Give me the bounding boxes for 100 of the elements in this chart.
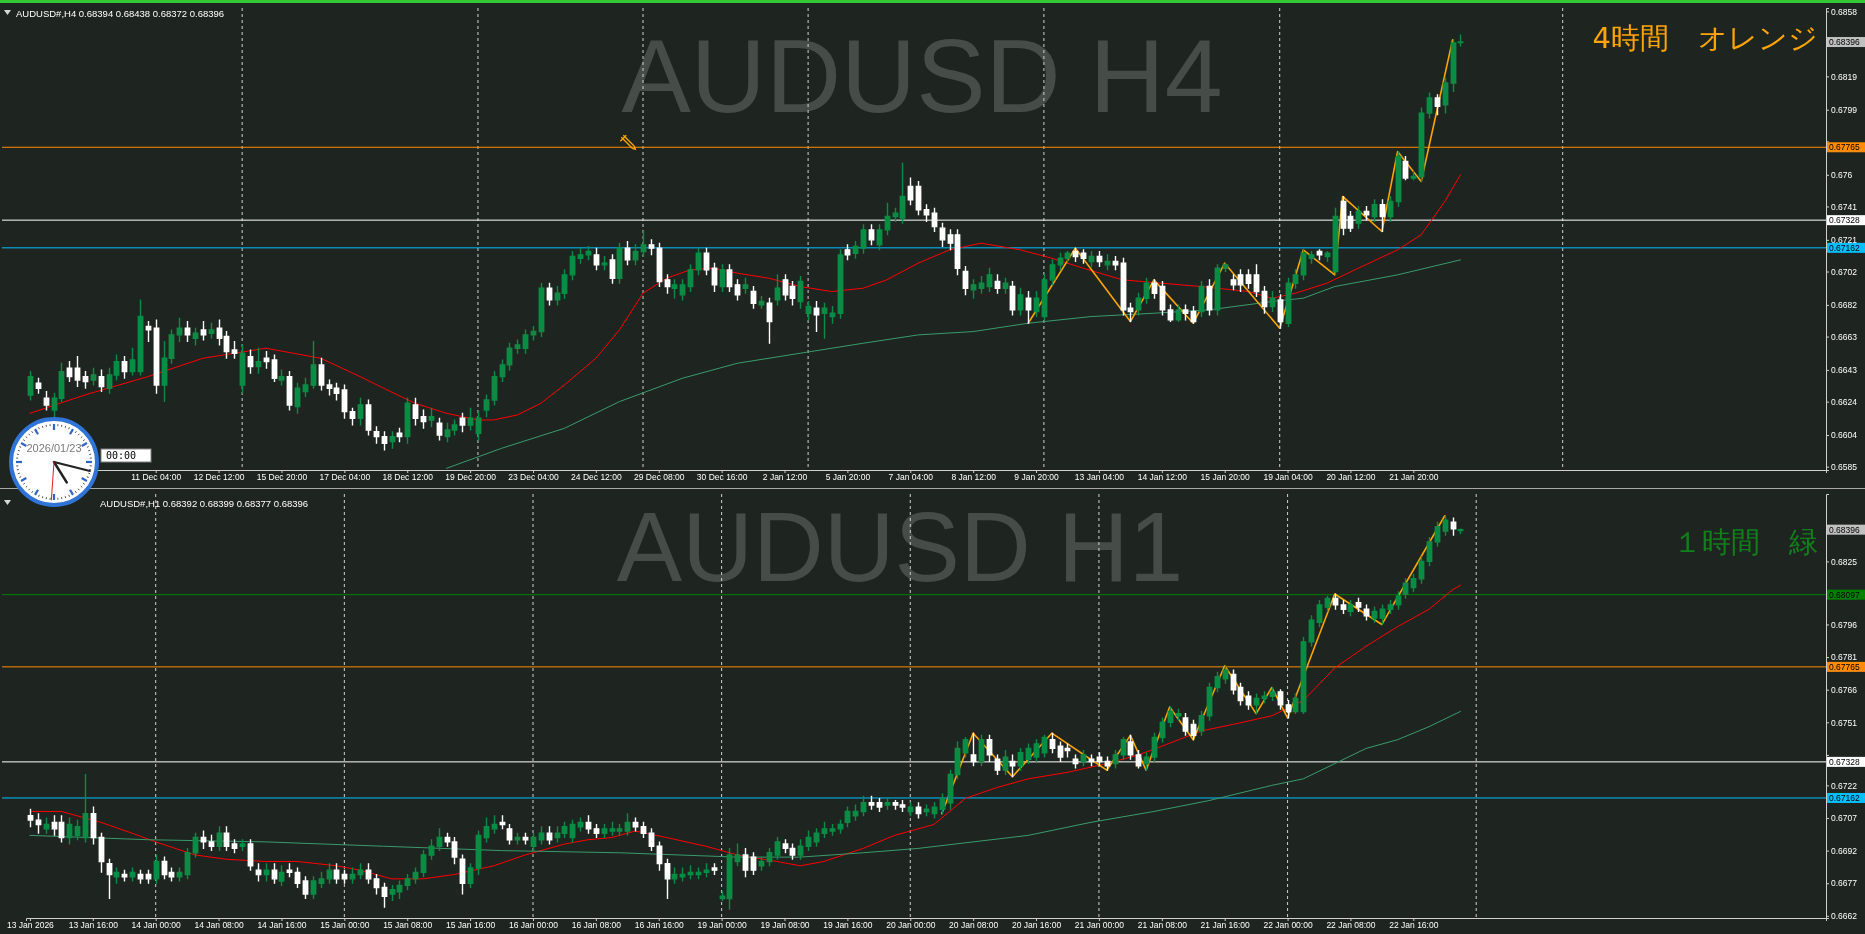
candlestick	[593, 823, 600, 839]
candlestick	[381, 430, 388, 452]
candlestick	[412, 866, 419, 885]
candlestick	[892, 799, 899, 811]
candlestick	[1269, 686, 1276, 702]
candlestick	[907, 801, 914, 818]
candlestick	[884, 201, 891, 237]
x-tick-label: 13 Jan 16:00	[68, 920, 119, 931]
x-tick-label: 22 Jan 00:00	[1263, 920, 1313, 931]
candlestick	[1064, 742, 1071, 759]
candlestick	[35, 812, 42, 835]
candlestick	[561, 268, 568, 300]
x-tick-label: 16 Jan 00:00	[508, 920, 559, 931]
candlestick	[27, 370, 34, 402]
candlestick	[1277, 688, 1284, 711]
candlestick	[734, 842, 741, 868]
candlestick	[1009, 280, 1016, 317]
y-tick-label: 0.6604	[1831, 430, 1858, 441]
annotation: 4時間 オレンジ	[1592, 21, 1818, 55]
candlestick	[113, 866, 120, 885]
x-tick-label: 14 Jan 16:00	[257, 920, 307, 931]
candlestick	[1300, 248, 1307, 282]
candlestick	[601, 255, 608, 272]
candlestick	[420, 849, 427, 878]
y-tick-label: 0.6722	[1831, 780, 1858, 791]
candlestick	[1017, 287, 1024, 317]
candlestick	[1355, 597, 1362, 613]
candlestick	[986, 266, 993, 293]
candlestick	[98, 832, 105, 874]
candlestick	[1151, 278, 1158, 300]
candlestick	[51, 392, 58, 420]
candlestick	[1112, 255, 1119, 272]
candlestick	[106, 858, 113, 900]
y-tick-label: 0.6741	[1831, 201, 1858, 212]
x-tick-label: 17 Dec 04:00	[319, 472, 371, 483]
candlestick	[868, 223, 875, 247]
candlestick	[766, 297, 773, 345]
candlestick	[1175, 708, 1182, 722]
candlestick	[1143, 751, 1150, 772]
ref-line-label: 0.67765	[1829, 142, 1860, 153]
candlestick	[1080, 749, 1087, 767]
candlestick	[263, 350, 270, 370]
candlestick	[1261, 690, 1268, 704]
candlestick	[302, 875, 309, 900]
x-tick-label: 13 Jan 2026	[7, 920, 55, 931]
candlestick	[1206, 278, 1213, 317]
candlestick	[852, 240, 859, 260]
candlestick	[1410, 573, 1417, 594]
candlestick	[121, 868, 128, 883]
candlestick	[74, 355, 81, 388]
x-tick-label: 19 Jan 08:00	[760, 920, 810, 931]
candlestick	[766, 847, 773, 868]
annotation: １時間 緑	[1673, 525, 1818, 559]
candlestick	[829, 823, 836, 837]
x-tick-label: 9 Jan 20:00	[1014, 472, 1060, 483]
candlestick	[687, 864, 694, 881]
candlestick	[231, 838, 238, 854]
candlestick	[1143, 276, 1150, 305]
candlestick	[1450, 516, 1457, 537]
x-tick-label: 20 Jan 12:00	[1326, 472, 1376, 483]
candlestick	[616, 241, 623, 285]
candlestick	[538, 825, 545, 846]
candlestick	[514, 832, 521, 846]
y-tick-label: 0.6677	[1831, 878, 1858, 889]
candlestick	[1418, 555, 1425, 585]
y-tick-label: 0.6858	[1831, 6, 1858, 17]
candlestick	[687, 263, 694, 293]
y-tick-label: 0.6796	[1831, 619, 1858, 630]
candlestick	[640, 821, 647, 839]
candlestick	[357, 397, 364, 427]
candlestick	[1245, 268, 1252, 290]
candlestick	[1426, 91, 1433, 120]
candlestick	[585, 814, 592, 835]
candlestick	[1371, 198, 1378, 223]
candlestick	[1253, 692, 1260, 715]
candlestick	[1151, 731, 1158, 763]
candlestick	[318, 871, 325, 889]
candlestick	[1222, 664, 1229, 685]
candlestick	[82, 370, 89, 390]
candlestick	[263, 862, 270, 883]
candlestick	[1442, 514, 1449, 537]
candlestick	[1324, 594, 1331, 613]
x-tick-label: 19 Jan 04:00	[1263, 472, 1313, 483]
y-tick-label: 0.6825	[1831, 556, 1858, 567]
candlestick	[962, 265, 969, 297]
candlestick	[255, 862, 262, 883]
candlestick	[161, 340, 168, 403]
candlestick	[278, 864, 285, 887]
candlestick	[860, 795, 867, 818]
candlestick	[1410, 170, 1417, 181]
candlestick	[679, 278, 686, 302]
candlestick	[947, 228, 954, 252]
candlestick	[1292, 268, 1299, 290]
candlestick	[994, 273, 1001, 295]
candlestick	[719, 890, 726, 902]
candlestick	[577, 816, 584, 833]
candlestick	[483, 816, 490, 844]
x-tick-label: 30 Dec 16:00	[696, 472, 748, 483]
x-tick-label: 21 Jan 20:00	[1389, 472, 1439, 483]
candlestick	[223, 825, 230, 852]
